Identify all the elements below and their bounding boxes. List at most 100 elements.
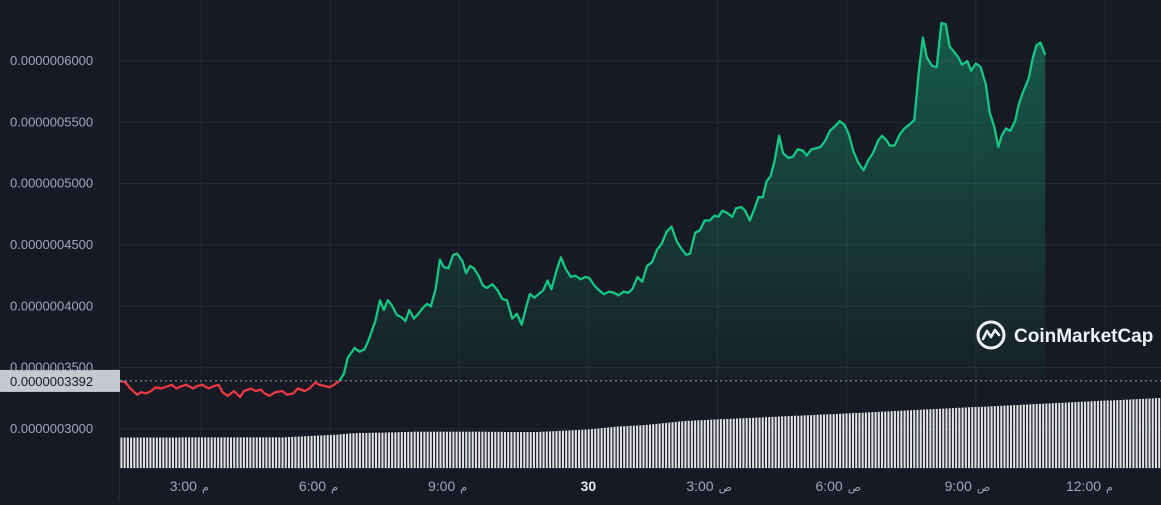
volume-bar	[594, 429, 596, 468]
volume-bar	[920, 410, 922, 468]
y-tick-label: 0.0000005500	[10, 114, 93, 129]
volume-bar	[907, 410, 909, 468]
volume-bar	[833, 414, 835, 468]
volume-bar	[359, 433, 361, 468]
volume-bar	[923, 410, 925, 468]
volume-bar	[133, 438, 135, 468]
volume-bar	[462, 432, 464, 468]
volume-bar	[130, 438, 132, 468]
x-tick-suffix: ص	[719, 482, 732, 494]
volume-bar	[549, 431, 551, 468]
volume-bar	[285, 437, 287, 468]
volume-bar	[294, 437, 296, 468]
volume-bar	[862, 413, 864, 468]
volume-bar	[630, 426, 632, 468]
volume-bar	[120, 438, 122, 468]
volume-bar	[443, 432, 445, 468]
volume-bar	[601, 428, 603, 468]
volume-bar	[768, 417, 770, 468]
volume-bar	[501, 432, 503, 468]
volume-bar	[1129, 399, 1131, 468]
volume-bar	[794, 416, 796, 468]
x-tick-label: 9:00	[428, 478, 455, 494]
volume-bar	[497, 432, 499, 468]
volume-bar	[414, 432, 416, 468]
volume-bar	[346, 434, 348, 468]
volume-bar	[530, 432, 532, 468]
volume-bar	[1120, 400, 1122, 468]
volume-bar	[800, 416, 802, 468]
volume-bar	[1152, 398, 1154, 468]
volume-bar	[404, 432, 406, 468]
volume-bar	[340, 434, 342, 468]
volume-bar	[945, 408, 947, 468]
volume-bar	[717, 419, 719, 468]
watermark-text: CoinMarketCap	[1014, 326, 1153, 347]
volume-bar	[1010, 405, 1012, 468]
volume-bar	[317, 436, 319, 468]
volume-bar	[881, 412, 883, 468]
volume-bar	[852, 413, 854, 468]
volume-bar	[149, 438, 151, 468]
x-tick: 9:00 م	[428, 478, 467, 494]
volume-bar	[449, 432, 451, 468]
volume-bar	[278, 437, 280, 468]
volume-bar	[240, 437, 242, 468]
volume-bar	[858, 413, 860, 468]
volume-bar	[1155, 398, 1157, 468]
x-tick-suffix: م	[460, 482, 467, 494]
volume-bar	[436, 432, 438, 468]
volume-bar	[236, 437, 238, 468]
volume-bar	[855, 413, 857, 468]
volume-bar	[195, 437, 197, 468]
volume-bar	[1084, 402, 1086, 468]
volume-bar	[987, 406, 989, 468]
volume-bar	[942, 409, 944, 468]
x-tick-label: 30	[581, 478, 597, 494]
volume-bar	[182, 437, 184, 468]
volume-bar	[311, 436, 313, 468]
volume-bar	[323, 435, 325, 468]
volume-bar	[465, 432, 467, 468]
volume-bar	[517, 432, 519, 468]
volume-bar	[401, 432, 403, 468]
volume-bar	[652, 424, 654, 468]
volume-bar	[726, 419, 728, 468]
y-tick-label: 0.0000005000	[10, 176, 93, 191]
volume-bar	[617, 426, 619, 468]
volume-bar	[981, 407, 983, 468]
volume-bar	[439, 432, 441, 468]
volume-bar	[137, 438, 139, 468]
volume-bar	[259, 437, 261, 468]
volume-bar	[846, 413, 848, 468]
volume-bar	[272, 437, 274, 468]
volume-bar	[929, 409, 931, 468]
volume-bar	[933, 409, 935, 468]
volume-bar	[623, 426, 625, 468]
volume-bar	[897, 411, 899, 468]
volume-bar	[1045, 404, 1047, 468]
y-tick-label: 0.0000004500	[10, 237, 93, 252]
y-tick-label: 0.0000006000	[10, 53, 93, 68]
volume-bar	[1074, 402, 1076, 468]
volume-bar	[385, 432, 387, 468]
volume-bar	[330, 435, 332, 468]
volume-bar	[633, 426, 635, 468]
volume-bar	[539, 432, 541, 468]
volume-bar	[214, 437, 216, 468]
volume-bar	[884, 412, 886, 468]
volume-bar	[591, 429, 593, 468]
volume-bar	[610, 427, 612, 468]
volume-bar	[1142, 399, 1144, 468]
volume-bar	[227, 437, 229, 468]
volume-bar	[1042, 404, 1044, 468]
volume-bar	[427, 432, 429, 468]
volume-bar	[1026, 405, 1028, 468]
volume-bar	[665, 423, 667, 468]
volume-bar	[475, 432, 477, 468]
volume-bar	[791, 416, 793, 468]
